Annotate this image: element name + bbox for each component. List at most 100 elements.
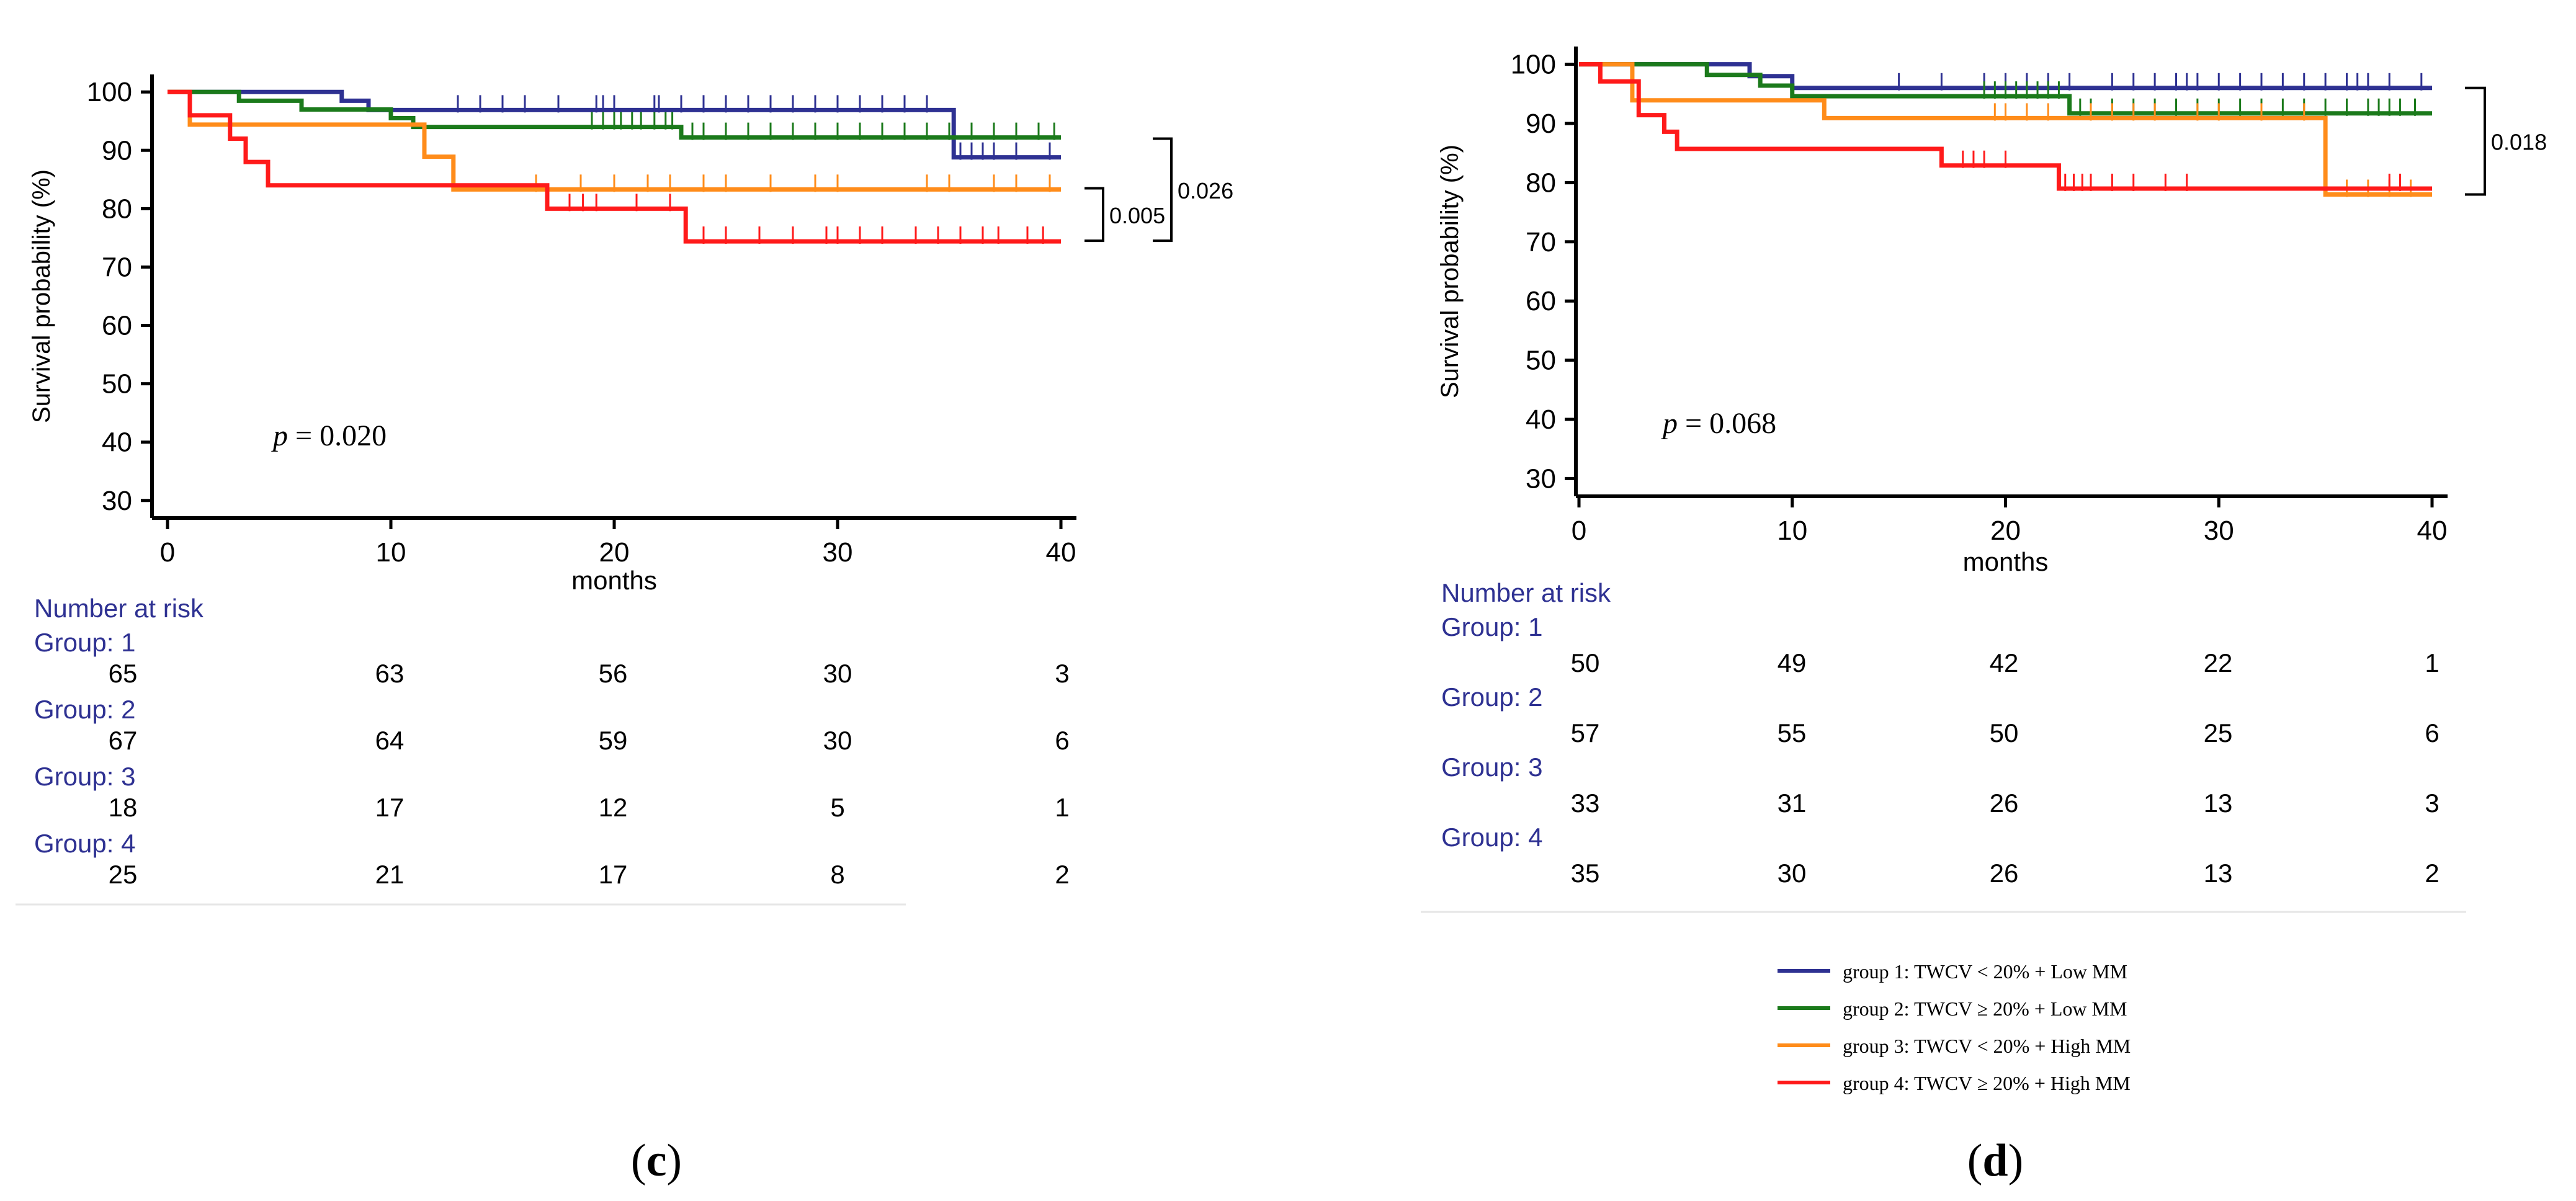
y-tick-label: 90 bbox=[102, 135, 132, 166]
risk-value: 6 bbox=[2425, 718, 2439, 748]
risk-value: 26 bbox=[1990, 788, 2019, 818]
y-tick-label: 100 bbox=[1511, 50, 1556, 80]
series-2 bbox=[168, 89, 1061, 140]
legend-item-g2: group 2: TWCV ≥ 20% + Low MM bbox=[1778, 998, 2127, 1020]
risk-value: 57 bbox=[1571, 718, 1600, 748]
y-tick-label: 100 bbox=[87, 77, 132, 107]
risk-row-label: Group: 2 bbox=[1441, 682, 1542, 712]
panel-c: 30 40 50 60 70 80 90 100 0 10 20 30 40 Survival proba… bbox=[16, 74, 1233, 1186]
comparison-bracket bbox=[1085, 187, 1104, 243]
risk-row-label: Group: 4 bbox=[34, 829, 135, 858]
comparison-bracket bbox=[2465, 86, 2486, 196]
risk-value: 2 bbox=[2425, 859, 2439, 888]
risk-value: 50 bbox=[1571, 648, 1600, 677]
y-tick-label: 60 bbox=[102, 311, 132, 341]
risk-value: 21 bbox=[375, 860, 405, 889]
risk-value: 18 bbox=[109, 793, 138, 822]
y-axis-label: Survival probability (%) bbox=[28, 169, 55, 423]
y-tick-label: 70 bbox=[1526, 227, 1556, 257]
risk-value: 26 bbox=[1990, 859, 2019, 888]
risk-row-label: Group: 4 bbox=[1441, 823, 1542, 852]
risk-row-label: Group: 2 bbox=[34, 695, 135, 724]
legend-label: group 1: TWCV < 20% + Low MM bbox=[1843, 960, 2127, 983]
risk-value: 13 bbox=[2204, 859, 2233, 888]
y-tick-label: 80 bbox=[102, 194, 132, 224]
legend: group 1: TWCV < 20% + Low MM group 2: TWC… bbox=[1778, 960, 2131, 1094]
y-tick-label: 30 bbox=[1526, 463, 1556, 494]
x-tick-label: 20 bbox=[1990, 516, 2021, 546]
p-symbol: p bbox=[271, 419, 288, 452]
y-tick-label: 50 bbox=[1526, 346, 1556, 376]
survival-curve-group-3 bbox=[1579, 62, 2432, 197]
risk-value: 35 bbox=[1571, 859, 1600, 888]
risk-value: 33 bbox=[1571, 788, 1600, 818]
survival-curve-group-1 bbox=[1579, 62, 2432, 91]
risk-value: 17 bbox=[375, 793, 405, 822]
x-axis-label: months bbox=[1963, 547, 2049, 576]
survival-curve-group-2 bbox=[1579, 62, 2432, 116]
legend-item-g1: group 1: TWCV < 20% + Low MM bbox=[1778, 960, 2127, 983]
risk-value: 42 bbox=[1990, 648, 2019, 677]
p-value-text: = 0.020 bbox=[288, 419, 387, 452]
survival-curve-group-4 bbox=[1579, 62, 2432, 191]
risk-value: 25 bbox=[2204, 718, 2233, 748]
x-tick-label: 0 bbox=[1572, 516, 1586, 546]
y-tick-label: 40 bbox=[102, 427, 132, 458]
legend-label: group 3: TWCV < 20% + High MM bbox=[1843, 1035, 2131, 1057]
panel-label: (c) bbox=[631, 1135, 682, 1186]
risk-row-label: Group: 3 bbox=[1441, 752, 1542, 782]
legend-item-g3: group 3: TWCV < 20% + High MM bbox=[1778, 1035, 2131, 1057]
survival-curve-group-4 bbox=[168, 89, 1061, 244]
p-value-text: = 0.068 bbox=[1678, 407, 1776, 440]
y-tick-label: 50 bbox=[102, 369, 132, 400]
survival-curve-group-2 bbox=[168, 89, 1061, 140]
panel-label-open: ( bbox=[631, 1135, 646, 1186]
risk-value: 55 bbox=[1778, 718, 1807, 748]
series-1 bbox=[168, 89, 1061, 160]
x-tick-label: 10 bbox=[1777, 516, 1807, 546]
risk-value: 67 bbox=[109, 726, 138, 755]
risk-row-label: Group: 1 bbox=[34, 628, 135, 657]
risk-value: 3 bbox=[1055, 659, 1069, 688]
risk-value: 3 bbox=[2425, 788, 2439, 818]
risk-value: 30 bbox=[823, 726, 852, 755]
panel-label: (d) bbox=[1967, 1135, 2023, 1186]
risk-value: 12 bbox=[599, 793, 628, 822]
legend-label: group 2: TWCV ≥ 20% + Low MM bbox=[1843, 998, 2127, 1020]
panel-d: 30 40 50 60 70 80 90 100 0 10 20 30 40 Survival proba… bbox=[1421, 47, 2547, 1186]
y-tick-label: 40 bbox=[1526, 404, 1556, 435]
risk-value: 50 bbox=[1990, 718, 2019, 748]
risk-value: 64 bbox=[375, 726, 405, 755]
series-4 bbox=[168, 89, 1061, 244]
panel-label-letter: d bbox=[1982, 1135, 2008, 1186]
legend-label: group 4: TWCV ≥ 20% + High MM bbox=[1843, 1072, 2131, 1094]
risk-value: 1 bbox=[1055, 793, 1069, 822]
x-tick-label: 40 bbox=[1046, 537, 1076, 568]
panel-label-letter: c bbox=[646, 1135, 667, 1186]
risk-table-header: Number at risk bbox=[34, 594, 204, 623]
p-value: p = 0.020 bbox=[271, 419, 387, 452]
series-4 bbox=[1579, 62, 2432, 191]
risk-value: 13 bbox=[2204, 788, 2233, 818]
risk-value: 22 bbox=[2204, 648, 2233, 677]
x-tick-label: 30 bbox=[823, 537, 853, 568]
x-tick-label: 20 bbox=[599, 537, 630, 568]
bracket-p-value: 0.005 bbox=[1109, 203, 1165, 228]
x-tick-label: 10 bbox=[376, 537, 406, 568]
survival-curve-group-1 bbox=[168, 89, 1061, 160]
risk-value: 25 bbox=[109, 860, 138, 889]
x-tick-label: 40 bbox=[2417, 516, 2448, 546]
legend-item-g4: group 4: TWCV ≥ 20% + High MM bbox=[1778, 1072, 2131, 1094]
p-symbol: p bbox=[1661, 407, 1678, 440]
risk-value: 30 bbox=[823, 659, 852, 688]
risk-value: 31 bbox=[1778, 788, 1807, 818]
risk-row-label: Group: 3 bbox=[34, 762, 135, 791]
x-tick-label: 0 bbox=[160, 537, 175, 568]
panel-label-close: ) bbox=[2008, 1135, 2024, 1186]
y-tick-label: 30 bbox=[102, 486, 132, 516]
risk-row-label: Group: 1 bbox=[1441, 612, 1542, 641]
risk-table: Number at risk Group: 1 50 49 42 22 1 Group: 2 5… bbox=[1421, 578, 2466, 913]
y-tick-label: 60 bbox=[1526, 286, 1556, 316]
